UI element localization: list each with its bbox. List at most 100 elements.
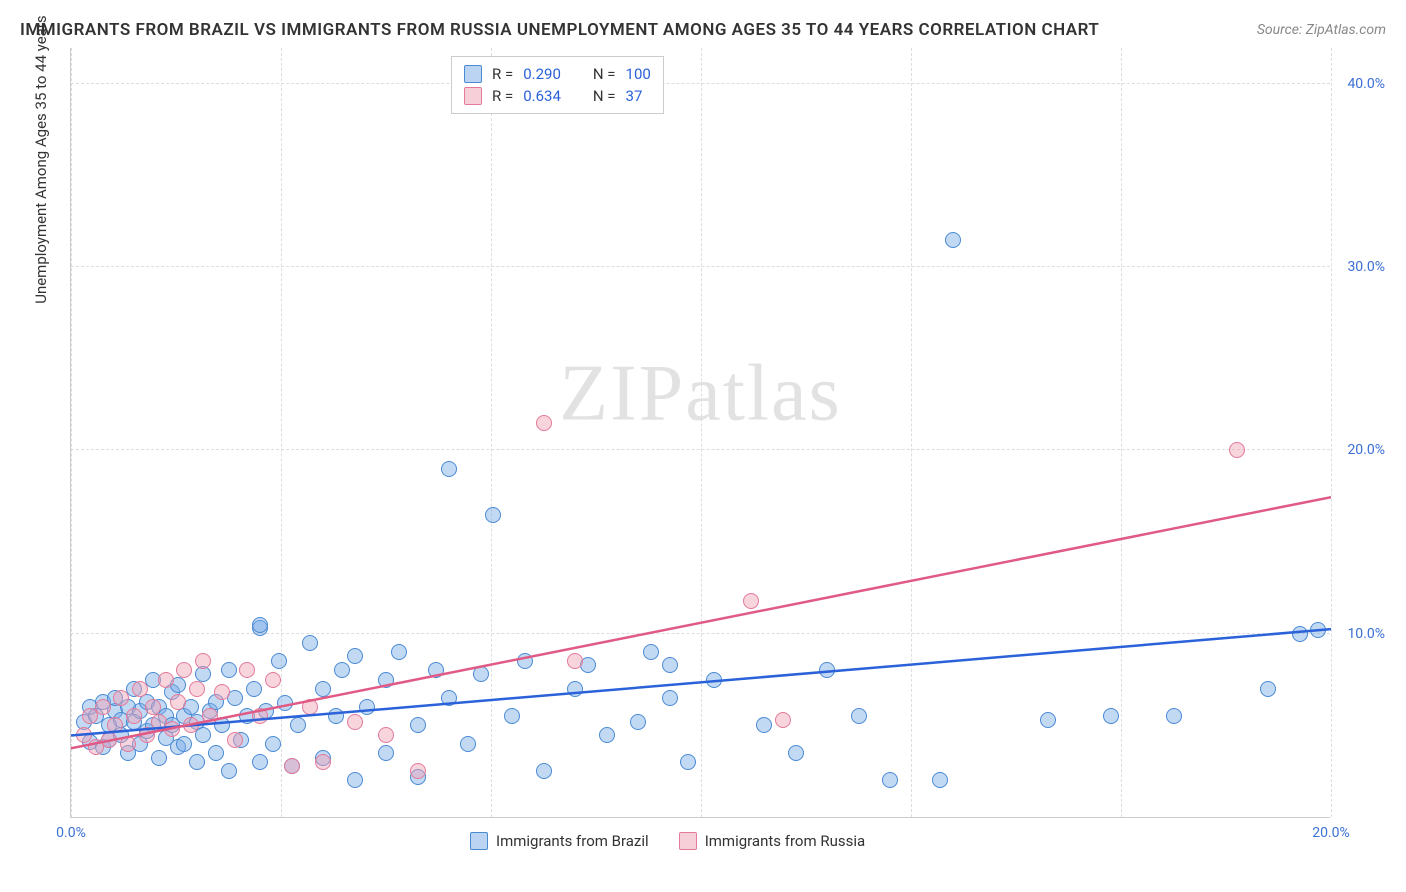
data-point [630, 714, 646, 730]
legend-label: Immigrants from Russia [705, 832, 865, 850]
n-label: N = [593, 85, 616, 107]
data-point [743, 593, 759, 609]
data-point [246, 681, 262, 697]
gridline-v [491, 48, 492, 817]
legend-label: Immigrants from Brazil [496, 832, 649, 850]
data-point [567, 681, 583, 697]
gridline-v [71, 48, 72, 817]
data-point [347, 714, 363, 730]
data-point [1040, 712, 1056, 728]
data-point [347, 772, 363, 788]
data-point [252, 617, 268, 633]
data-point [334, 662, 350, 678]
data-point [706, 672, 722, 688]
data-point [107, 717, 123, 733]
data-point [277, 695, 293, 711]
data-point [170, 694, 186, 710]
data-point [460, 736, 476, 752]
data-point [378, 745, 394, 761]
data-point [473, 666, 489, 682]
data-point [775, 712, 791, 728]
data-point [176, 736, 192, 752]
data-point [485, 507, 501, 523]
data-point [252, 754, 268, 770]
legend-swatch [679, 832, 697, 850]
data-point [126, 708, 142, 724]
data-point [756, 717, 772, 733]
data-point [145, 699, 161, 715]
data-point [76, 727, 92, 743]
data-point [378, 727, 394, 743]
data-point [302, 699, 318, 715]
data-point [662, 690, 678, 706]
data-point [1310, 622, 1326, 638]
legend-item: Immigrants from Brazil [470, 832, 649, 850]
series-legend: Immigrants from Brazil Immigrants from Ru… [470, 832, 865, 850]
data-point [517, 653, 533, 669]
data-point [428, 662, 444, 678]
data-point [164, 721, 180, 737]
data-point [359, 699, 375, 715]
correlation-legend: R =0.290N =100R =0.634N = 37 [451, 56, 664, 114]
r-label: R = [492, 85, 513, 107]
data-point [132, 681, 148, 697]
data-point [410, 717, 426, 733]
y-tick-label: 20.0% [1335, 442, 1385, 458]
data-point [788, 745, 804, 761]
gridline-v [1331, 48, 1332, 817]
legend-swatch [464, 87, 482, 105]
data-point [536, 415, 552, 431]
data-point [214, 684, 230, 700]
chart-header: IMMIGRANTS FROM BRAZIL VS IMMIGRANTS FRO… [20, 20, 1386, 40]
source-label: Source: ZipAtlas.com [1257, 22, 1386, 38]
data-point [1292, 626, 1308, 642]
data-point [391, 644, 407, 660]
data-point [328, 708, 344, 724]
data-point [441, 690, 457, 706]
data-point [113, 690, 129, 706]
data-point [441, 461, 457, 477]
data-point [347, 648, 363, 664]
data-point [945, 232, 961, 248]
r-value: 0.634 [523, 85, 561, 107]
plot-area: ZIPatlas R =0.290N =100R =0.634N = 37 10… [70, 48, 1330, 818]
n-label: N = [593, 63, 616, 85]
r-label: R = [492, 63, 513, 85]
x-tick-label: 0.0% [56, 825, 86, 841]
data-point [208, 745, 224, 761]
data-point [101, 732, 117, 748]
data-point [227, 732, 243, 748]
data-point [176, 662, 192, 678]
legend-row: R =0.290N =100 [464, 63, 651, 85]
data-point [151, 750, 167, 766]
chart-container: Unemployment Among Ages 35 to 44 years Z… [20, 48, 1380, 848]
data-point [302, 635, 318, 651]
y-tick-label: 30.0% [1335, 259, 1385, 275]
data-point [882, 772, 898, 788]
data-point [410, 763, 426, 779]
data-point [252, 708, 268, 724]
data-point [221, 763, 237, 779]
data-point [158, 672, 174, 688]
data-point [95, 699, 111, 715]
y-tick-label: 40.0% [1335, 76, 1385, 92]
chart-title: IMMIGRANTS FROM BRAZIL VS IMMIGRANTS FRO… [20, 20, 1099, 40]
data-point [378, 672, 394, 688]
data-point [567, 653, 583, 669]
data-point [189, 681, 205, 697]
legend-swatch [464, 65, 482, 83]
y-tick-label: 10.0% [1335, 626, 1385, 642]
data-point [221, 662, 237, 678]
r-value: 0.290 [523, 63, 561, 85]
data-point [662, 657, 678, 673]
data-point [932, 772, 948, 788]
legend-row: R =0.634N = 37 [464, 85, 651, 107]
x-tick-label: 20.0% [1312, 825, 1350, 841]
data-point [284, 758, 300, 774]
data-point [265, 736, 281, 752]
data-point [536, 763, 552, 779]
gridline-v [1121, 48, 1122, 817]
data-point [202, 708, 218, 724]
gridline-v [911, 48, 912, 817]
data-point [271, 653, 287, 669]
